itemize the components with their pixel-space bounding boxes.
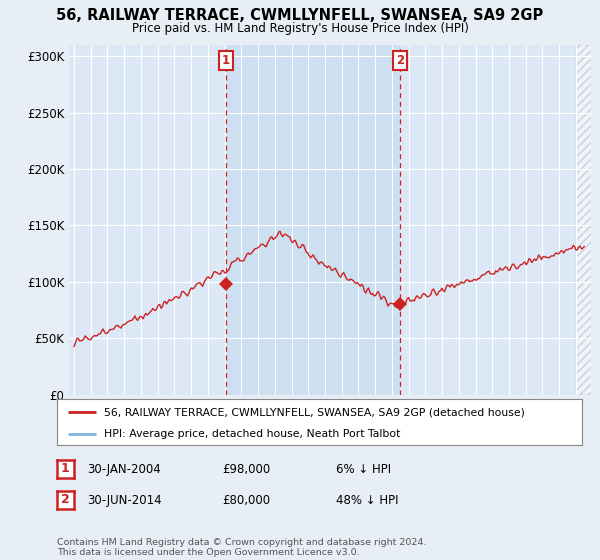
Text: 1: 1 — [222, 54, 230, 67]
Text: Contains HM Land Registry data © Crown copyright and database right 2024.
This d: Contains HM Land Registry data © Crown c… — [57, 538, 427, 557]
Text: 56, RAILWAY TERRACE, CWMLLYNFELL, SWANSEA, SA9 2GP (detached house): 56, RAILWAY TERRACE, CWMLLYNFELL, SWANSE… — [104, 407, 525, 417]
Text: 48% ↓ HPI: 48% ↓ HPI — [336, 493, 398, 507]
Bar — [226, 45, 400, 395]
Text: 2: 2 — [61, 493, 70, 506]
Text: £98,000: £98,000 — [222, 463, 270, 476]
Text: HPI: Average price, detached house, Neath Port Talbot: HPI: Average price, detached house, Neat… — [104, 429, 401, 438]
Text: 30-JAN-2004: 30-JAN-2004 — [87, 463, 161, 476]
Text: £80,000: £80,000 — [222, 493, 270, 507]
Bar — [576, 45, 599, 395]
Text: 56, RAILWAY TERRACE, CWMLLYNFELL, SWANSEA, SA9 2GP: 56, RAILWAY TERRACE, CWMLLYNFELL, SWANSE… — [56, 8, 544, 24]
Text: Price paid vs. HM Land Registry's House Price Index (HPI): Price paid vs. HM Land Registry's House … — [131, 22, 469, 35]
Text: 30-JUN-2014: 30-JUN-2014 — [87, 493, 161, 507]
Text: 1: 1 — [61, 463, 70, 475]
Text: 6% ↓ HPI: 6% ↓ HPI — [336, 463, 391, 476]
Text: 2: 2 — [396, 54, 404, 67]
